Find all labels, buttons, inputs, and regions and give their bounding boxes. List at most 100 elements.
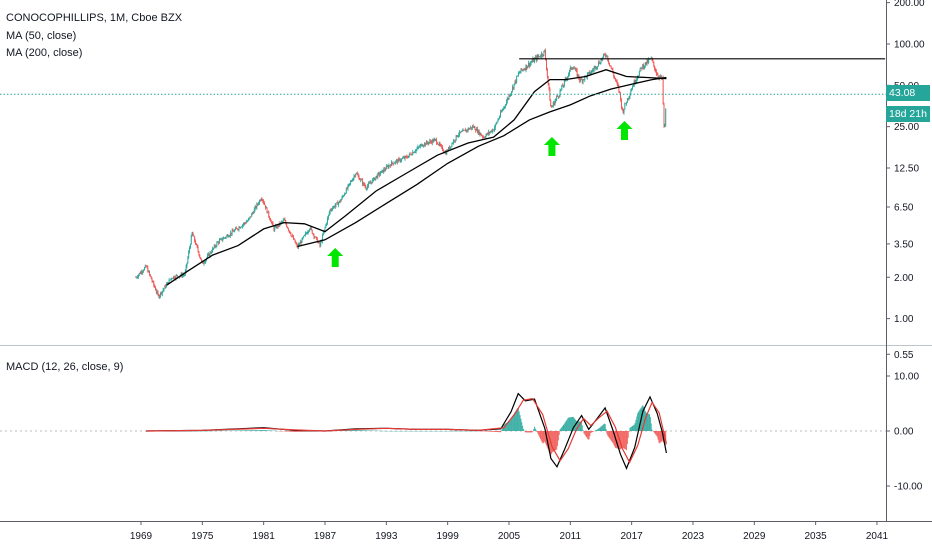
- candle-body: [593, 67, 595, 71]
- candle-body: [226, 235, 228, 237]
- time-tick-label: 2005: [498, 531, 521, 542]
- candle-body: [536, 55, 538, 61]
- candle-body: [379, 173, 381, 175]
- ma200-legend[interactable]: MA (200, close): [6, 47, 83, 59]
- macd-histogram-bar: [251, 430, 253, 431]
- candle-body: [295, 242, 297, 245]
- candle-body: [375, 176, 377, 178]
- price-tick-label: 6.50: [894, 202, 914, 213]
- candle-body: [613, 73, 615, 77]
- candle-body: [321, 235, 323, 242]
- macd-histogram-bar: [528, 431, 530, 433]
- candle-body: [172, 276, 174, 279]
- candle-body: [513, 83, 515, 89]
- candle-body: [492, 129, 494, 132]
- candle-body: [442, 150, 444, 152]
- candle-body: [224, 237, 226, 239]
- macd-histogram-bar: [363, 430, 365, 431]
- macd-histogram-bar: [367, 430, 369, 431]
- candle-body: [609, 65, 611, 67]
- macd-histogram-bar: [357, 430, 359, 431]
- candle-body: [582, 79, 584, 83]
- candle-body: [620, 92, 622, 100]
- macd-histogram-bar: [242, 430, 244, 431]
- macd-histogram-bar: [264, 430, 266, 431]
- candle-body: [421, 144, 423, 147]
- candle-body: [423, 145, 425, 147]
- candle-body: [388, 165, 390, 168]
- candle-body: [207, 253, 209, 256]
- macd-histogram-bar: [649, 414, 651, 431]
- macd-histogram-bar: [539, 431, 541, 438]
- candle-body: [416, 148, 418, 150]
- macd-histogram-bar: [345, 430, 347, 431]
- macd-histogram-bar: [562, 424, 564, 431]
- candle-body: [571, 67, 573, 70]
- candle-body: [418, 146, 420, 148]
- candle-body: [212, 247, 214, 249]
- candle-body: [503, 106, 505, 110]
- candle-body: [575, 68, 577, 71]
- candle-body: [274, 227, 276, 231]
- candle-body: [273, 226, 275, 231]
- macd-histogram-bar: [633, 424, 635, 431]
- candle-body: [296, 244, 298, 246]
- candle-body: [209, 252, 211, 256]
- candle-body: [635, 81, 637, 84]
- ma50-legend[interactable]: MA (50, close): [6, 30, 77, 42]
- macd-histogram-bar: [296, 431, 298, 432]
- candle-body: [425, 143, 426, 145]
- candle-body: [220, 238, 222, 240]
- macd-histogram-bar: [252, 430, 254, 431]
- macd-histogram-bar: [246, 430, 248, 431]
- macd-tick-label: 0.00: [894, 427, 914, 438]
- candle-body: [557, 96, 558, 98]
- macd-histogram-bar: [532, 431, 534, 432]
- price-tick-label: 0.55: [894, 350, 914, 361]
- candle-body: [342, 196, 344, 197]
- candle-body: [202, 262, 204, 264]
- candle-body: [149, 271, 150, 275]
- macd-histogram-bar: [260, 430, 262, 431]
- candle-body: [615, 78, 616, 81]
- candle-body: [150, 276, 152, 280]
- candle-body: [318, 242, 320, 244]
- candle-body: [390, 165, 392, 167]
- candle-body: [222, 239, 224, 241]
- candle-body: [193, 235, 195, 237]
- candle-body: [322, 233, 324, 236]
- macd-histogram-bar: [302, 431, 304, 432]
- macd-histogram-bar: [491, 431, 493, 432]
- macd-histogram-bar: [651, 429, 653, 431]
- candle-body: [265, 207, 267, 209]
- macd-histogram-bar: [518, 411, 520, 431]
- macd-histogram-bar: [551, 431, 553, 454]
- macd-histogram-bar: [632, 425, 634, 431]
- candle-body: [431, 141, 432, 144]
- symbol-title[interactable]: CONOCOPHILLIPS, 1M, Cboe BZX: [6, 12, 183, 24]
- candle-body: [269, 216, 271, 220]
- candle-body: [395, 161, 397, 163]
- candle-body: [546, 60, 547, 70]
- macd-histogram-bar: [536, 431, 538, 433]
- time-tick-label: 1975: [191, 531, 214, 542]
- macd-histogram-bar: [347, 430, 349, 431]
- candle-body: [189, 244, 191, 248]
- candle-body: [414, 151, 416, 153]
- macd-legend[interactable]: MACD (12, 26, close, 9): [6, 361, 124, 373]
- macd-histogram-bar: [248, 430, 250, 431]
- candle-body: [515, 80, 517, 83]
- candle-body: [554, 101, 556, 106]
- macd-histogram-bar: [631, 426, 633, 431]
- candle-body: [569, 70, 570, 75]
- candle-body: [183, 274, 185, 276]
- macd-histogram-bar: [580, 421, 582, 431]
- candle-body: [319, 242, 321, 246]
- candle-body: [344, 194, 346, 196]
- candle-body: [592, 70, 594, 71]
- macd-histogram-bar: [574, 418, 576, 431]
- candle-body: [597, 61, 599, 67]
- candle-body: [140, 271, 142, 274]
- candle-body: [661, 75, 662, 79]
